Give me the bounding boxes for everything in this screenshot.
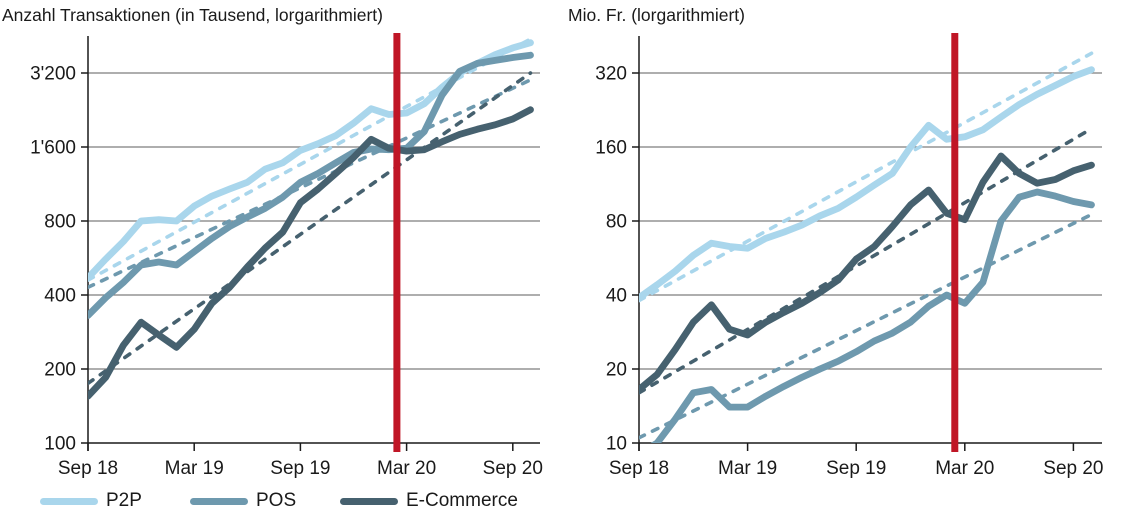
x-tick-label: Mar 19 [718, 458, 777, 479]
legend-label-p2p: P2P [106, 490, 142, 511]
x-tick-label: Sep 18 [609, 458, 669, 479]
pos-trendline [88, 78, 533, 290]
e-commerce-line [639, 152, 1095, 393]
e-commerce-line [88, 106, 534, 400]
y-tick-label: 320 [595, 64, 627, 85]
y-tick-label: 800 [44, 212, 76, 233]
legend-item-p2p: P2P [40, 489, 142, 513]
x-tick-label: Mar 20 [935, 458, 994, 479]
y-tick-label: 40 [606, 286, 627, 307]
p2p-trendline [88, 37, 533, 282]
legend-item-pos: POS [190, 489, 296, 513]
chart-0: 3'200 1'600 800 400 200 100 Sep 18 Mar 19 Sep 19… [30, 33, 543, 479]
x-tick-label: Sep 20 [1043, 458, 1103, 479]
x-tick-label: Sep 20 [483, 458, 543, 479]
pos-line [88, 51, 534, 319]
e-commerce-trendline [639, 126, 1094, 395]
x-tick-label: Mar 19 [165, 458, 224, 479]
ecommerce-swatch [340, 497, 398, 505]
left-chart-title: Anzahl Transaktionen (in Tausend, lorgar… [2, 5, 383, 25]
x-tick-label: Sep 19 [270, 458, 330, 479]
p2p-line [639, 66, 1095, 302]
right-chart-title: Mio. Fr. (lorgarithmiert) [568, 5, 745, 25]
x-tick-label: Mar 20 [377, 458, 436, 479]
legend-item-ecommerce: E-Commerce [340, 489, 518, 513]
x-tick-label: Sep 18 [58, 458, 118, 479]
y-tick-label: 100 [44, 434, 76, 455]
legend-label-pos: POS [256, 490, 297, 511]
pos-swatch [190, 497, 248, 505]
y-tick-label: 1'600 [30, 138, 76, 159]
pos-line [650, 188, 1095, 443]
y-tick-label: 400 [44, 286, 76, 307]
y-tick-label: 10 [606, 434, 627, 455]
legend-label-ecommerce: E-Commerce [406, 490, 518, 511]
x-tick-label: Sep 19 [826, 458, 886, 479]
e-commerce-trendline [88, 71, 533, 386]
y-tick-label: 160 [595, 138, 627, 159]
chart-1: 320 160 80 40 20 10 Sep 18 Mar 19 Sep 19 Mar 20 Se… [595, 33, 1104, 479]
p2p-trendline [639, 51, 1094, 303]
y-tick-label: 20 [606, 360, 627, 381]
y-tick-label: 80 [606, 212, 627, 233]
p2p-swatch [40, 497, 98, 505]
pos-trendline [639, 212, 1094, 440]
y-tick-label: 3'200 [30, 64, 76, 85]
y-tick-label: 200 [44, 360, 76, 381]
